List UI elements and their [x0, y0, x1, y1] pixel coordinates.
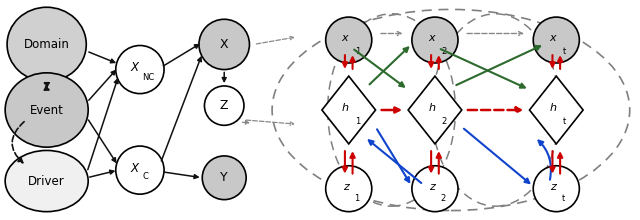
Text: 2: 2: [440, 194, 445, 203]
Polygon shape: [529, 76, 583, 144]
FancyArrowPatch shape: [558, 57, 563, 69]
Text: z: z: [550, 182, 556, 192]
Ellipse shape: [533, 17, 579, 63]
FancyArrowPatch shape: [89, 52, 115, 63]
Text: Y: Y: [220, 171, 228, 184]
FancyArrowPatch shape: [164, 172, 198, 178]
FancyArrowPatch shape: [550, 151, 555, 171]
FancyArrowPatch shape: [381, 31, 401, 35]
FancyArrowPatch shape: [256, 36, 294, 44]
Text: 1: 1: [354, 194, 359, 203]
FancyArrowPatch shape: [369, 48, 408, 84]
Ellipse shape: [202, 156, 246, 200]
FancyArrowPatch shape: [429, 151, 433, 171]
Ellipse shape: [5, 73, 88, 147]
FancyArrowPatch shape: [44, 83, 49, 90]
Text: t: t: [563, 117, 566, 126]
Ellipse shape: [116, 146, 164, 194]
FancyArrowPatch shape: [350, 153, 355, 174]
FancyArrowPatch shape: [558, 153, 563, 174]
FancyArrowPatch shape: [429, 55, 433, 67]
FancyArrowPatch shape: [436, 57, 441, 69]
FancyArrowPatch shape: [246, 120, 294, 125]
Text: h: h: [550, 103, 557, 113]
FancyArrowPatch shape: [12, 122, 24, 163]
FancyArrowPatch shape: [456, 46, 540, 85]
FancyArrowPatch shape: [464, 129, 529, 183]
Ellipse shape: [116, 46, 164, 94]
Polygon shape: [322, 76, 376, 144]
FancyArrowPatch shape: [467, 31, 522, 35]
FancyArrowPatch shape: [88, 79, 118, 170]
FancyArrowPatch shape: [468, 108, 521, 112]
FancyArrowPatch shape: [88, 120, 116, 162]
Text: x: x: [549, 33, 556, 43]
FancyArrowPatch shape: [90, 170, 114, 177]
Polygon shape: [408, 76, 462, 144]
Text: 1: 1: [355, 117, 360, 126]
Text: z: z: [429, 182, 435, 192]
Ellipse shape: [412, 17, 458, 63]
FancyArrowPatch shape: [369, 140, 421, 183]
Text: NC: NC: [143, 73, 155, 82]
Text: h: h: [342, 103, 349, 113]
FancyArrowPatch shape: [441, 49, 525, 88]
FancyArrowPatch shape: [354, 50, 404, 87]
Text: t: t: [563, 47, 566, 56]
Ellipse shape: [7, 7, 86, 82]
Text: h: h: [428, 103, 435, 113]
FancyArrowPatch shape: [342, 55, 347, 67]
Text: x: x: [342, 33, 348, 43]
FancyArrowPatch shape: [381, 108, 399, 112]
Ellipse shape: [5, 150, 88, 212]
FancyArrowPatch shape: [222, 72, 226, 81]
Text: Driver: Driver: [28, 174, 65, 187]
FancyArrowPatch shape: [161, 57, 202, 161]
Text: t: t: [561, 194, 564, 203]
Text: Z: Z: [220, 99, 228, 112]
Ellipse shape: [412, 166, 458, 212]
FancyArrowPatch shape: [163, 45, 198, 66]
Text: X: X: [131, 61, 139, 74]
Text: X: X: [220, 38, 228, 51]
Text: x: x: [428, 33, 435, 43]
Text: X: X: [131, 162, 139, 175]
FancyArrowPatch shape: [342, 151, 347, 171]
FancyArrowPatch shape: [350, 57, 355, 69]
FancyArrowPatch shape: [89, 71, 115, 100]
Ellipse shape: [326, 17, 372, 63]
Text: 2: 2: [442, 117, 447, 126]
FancyArrowPatch shape: [243, 121, 249, 124]
Text: z: z: [342, 182, 349, 192]
Text: C: C: [143, 172, 148, 181]
Text: 1: 1: [355, 47, 360, 56]
Ellipse shape: [533, 166, 579, 212]
FancyArrowPatch shape: [377, 129, 409, 182]
Ellipse shape: [204, 86, 244, 125]
FancyArrowPatch shape: [538, 141, 551, 180]
Ellipse shape: [326, 166, 372, 212]
Text: 2: 2: [442, 47, 447, 56]
Text: Event: Event: [29, 103, 63, 117]
Ellipse shape: [199, 19, 250, 70]
FancyArrowPatch shape: [550, 55, 555, 67]
Text: Domain: Domain: [24, 38, 70, 51]
FancyArrowPatch shape: [436, 153, 441, 174]
